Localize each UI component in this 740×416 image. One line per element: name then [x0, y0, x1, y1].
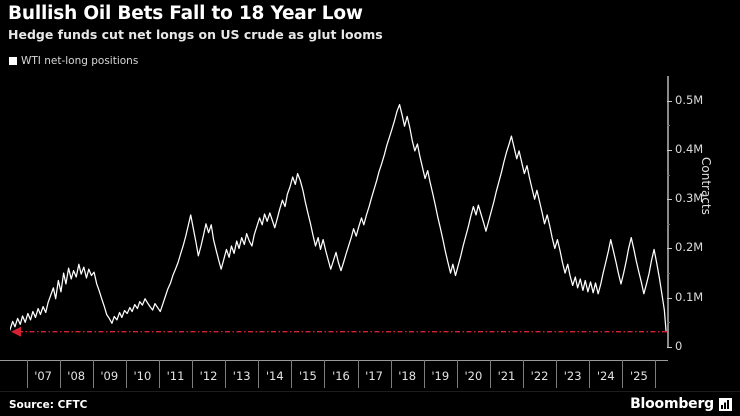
x-axis-separator	[456, 360, 458, 388]
x-axis-ticks: '07 '08 '09 '10 '11 '12 '13 '14 '15 '16 '17 '18 '19 '…	[10, 360, 667, 388]
x-axis-separator	[225, 360, 227, 388]
y-axis-ticks: 0 0.1M 0.2M 0.3M 0.4M 0.5M	[667, 76, 737, 353]
y-tick-label: 0.1M	[675, 289, 704, 304]
reference-line-arrow-icon	[11, 326, 21, 337]
x-axis-separator	[258, 360, 260, 388]
plot-area	[10, 76, 667, 347]
x-axis-separator	[357, 360, 359, 388]
y-tick-mark	[667, 199, 672, 201]
x-axis-tick-label: '09	[100, 369, 119, 383]
x-axis-tick-label: '14	[265, 369, 284, 383]
x-axis-tick-label: '20	[464, 369, 483, 383]
page-title: Bullish Oil Bets Fall to 18 Year Low	[8, 3, 363, 24]
x-axis-separator	[390, 360, 392, 388]
y-tick-label: 0	[675, 339, 683, 353]
y-tick-label: 0.3M	[675, 191, 704, 206]
y-minor-tick-mark	[667, 322, 670, 324]
x-axis-separator	[556, 360, 558, 388]
x-axis-tick-label: '23	[563, 369, 582, 383]
x-axis-tick-label: '15	[298, 369, 317, 383]
y-tick-label: 0.4M	[675, 141, 704, 156]
y-tick-mark	[667, 347, 672, 348]
x-axis-separator	[192, 360, 194, 388]
x-axis-tick-label: '25	[629, 369, 648, 383]
x-axis-tick-label: '07	[34, 369, 52, 383]
x-axis-line	[0, 360, 668, 361]
x-axis-separator	[92, 360, 94, 388]
source-attribution: Source: CFTC	[9, 399, 88, 411]
y-minor-tick-mark	[667, 174, 670, 176]
x-axis-tick-label: '24	[596, 369, 615, 383]
x-axis-tick-label: '10	[133, 369, 152, 383]
y-tick-mark	[667, 297, 672, 299]
square-marker-icon	[9, 57, 17, 65]
x-axis-separator	[523, 360, 525, 388]
legend-item-label: WTI net-long positions	[21, 55, 139, 67]
x-axis-tick-label: '18	[398, 369, 417, 383]
x-axis-tick-label: '08	[67, 369, 86, 383]
line-chart-svg	[10, 103, 667, 337]
x-axis-separator	[622, 360, 624, 388]
y-minor-tick-mark	[667, 273, 670, 275]
y-tick-mark	[667, 149, 672, 151]
chart-subtitle: Hedge funds cut net longs on US crude as…	[8, 27, 383, 42]
x-axis-separator	[423, 360, 425, 388]
chart-legend: WTI net-long positions	[9, 55, 138, 67]
x-axis-separator	[489, 360, 491, 388]
y-tick-mark	[667, 248, 672, 250]
x-axis-separator	[291, 360, 293, 388]
series-line-wti-net-long	[10, 103, 667, 332]
y-minor-tick-mark	[667, 223, 670, 225]
x-axis-separator	[26, 360, 28, 388]
x-axis-tick-label: '16	[332, 369, 350, 383]
x-axis-tick-label: '12	[199, 369, 218, 383]
x-axis-separator	[125, 360, 127, 388]
y-axis-line	[667, 76, 669, 347]
x-axis-tick-label: '13	[232, 369, 251, 383]
bloomberg-branding: Bloomberg	[630, 396, 732, 413]
bloomberg-logo-icon	[719, 398, 732, 411]
y-tick-label: 0.2M	[675, 240, 704, 255]
x-axis-separator	[655, 360, 657, 388]
brand-name-label: Bloomberg	[630, 396, 714, 412]
x-axis-tick-label: '21	[497, 369, 516, 383]
x-axis-tick-label: '19	[431, 369, 450, 383]
y-tick-mark	[667, 100, 672, 102]
x-axis-separator	[589, 360, 591, 388]
x-axis-tick-label: '17	[365, 369, 383, 383]
x-axis-tick-label: '11	[166, 369, 185, 383]
y-minor-tick-mark	[667, 125, 670, 127]
x-axis-separator	[324, 360, 326, 388]
y-axis-title: Contracts	[699, 157, 713, 215]
x-axis-separator	[59, 360, 61, 388]
x-axis-separator	[158, 360, 160, 388]
x-axis-tick-label: '22	[530, 369, 549, 383]
footer-divider	[0, 391, 740, 392]
chart-header: Bullish Oil Bets Fall to 18 Year Low Hed…	[8, 2, 732, 44]
y-tick-label: 0.5M	[675, 92, 704, 107]
